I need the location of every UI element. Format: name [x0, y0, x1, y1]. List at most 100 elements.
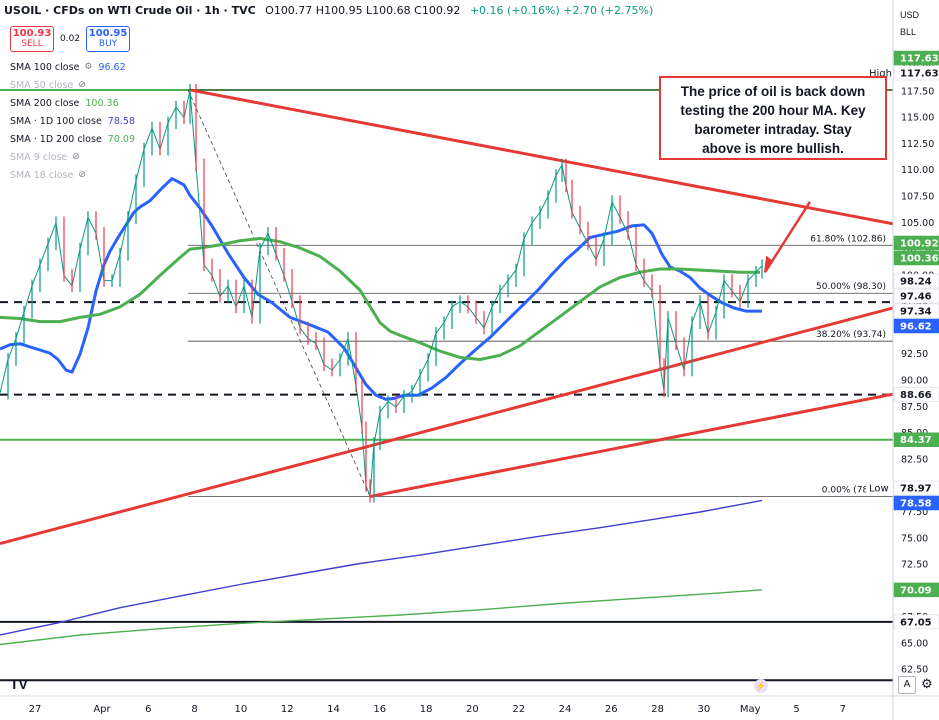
- price-tag: [893, 614, 939, 630]
- legend-value: 96.62: [98, 61, 126, 73]
- buy-label: BUY: [98, 39, 118, 49]
- x-tick-label: 30: [698, 704, 711, 715]
- legend-value: 70.09: [107, 133, 135, 145]
- price-tag: [893, 582, 939, 598]
- x-tick-label: 26: [605, 704, 618, 715]
- y-tick-label: 105.00: [901, 218, 934, 229]
- series-layer: [0, 83, 763, 646]
- lightning-icon[interactable]: ⚡: [754, 679, 768, 693]
- legend-row-sma9[interactable]: SMA 9 close ⊘: [10, 148, 135, 166]
- price-tag: [893, 250, 939, 266]
- hidden-eye-icon[interactable]: ⊘: [72, 152, 80, 162]
- callout-line: testing the 200 hour MA. Key: [680, 103, 866, 118]
- price-tag-label: 78.58: [900, 499, 932, 510]
- y-tick-label: 62.50: [901, 665, 928, 676]
- price-change: +0.16 (+0.16%) +2.70 (+2.75%): [469, 4, 654, 17]
- price-tag-label: 96.62: [900, 322, 932, 333]
- price-tag-marker: [866, 481, 893, 495]
- x-tick-label: 28: [651, 704, 664, 715]
- legend-value: 100.36: [85, 97, 119, 109]
- x-tick-label: 14: [327, 704, 340, 715]
- fib-label: 0.00% (78.97): [822, 486, 886, 496]
- indicator-legend: SMA 100 close ⚙ 96.62 SMA 50 close ⊘ SMA…: [10, 58, 135, 184]
- price-scale-labels: 117.63 117.63 High 100.92 100.36 98.24 97.46 97…: [866, 50, 939, 630]
- legend-label: SMA 50 close: [10, 79, 74, 91]
- price-tag-label: 100.36: [900, 254, 939, 265]
- arrow-head: [764, 255, 774, 273]
- price-tag: [893, 50, 939, 66]
- legend-row-sma200[interactable]: SMA 200 close 100.36: [10, 94, 135, 112]
- currency-code[interactable]: USD: [900, 10, 920, 20]
- y-tick-label: 65.00: [901, 638, 928, 649]
- y-tick-label: 82.50: [901, 454, 928, 465]
- buy-button[interactable]: 100.95 BUY: [86, 26, 131, 52]
- price-tag-label: 117.63: [900, 69, 939, 80]
- x-tick-label: 27: [29, 704, 42, 715]
- price-tag-label: 70.09: [900, 585, 932, 596]
- legend-value: 78.58: [107, 115, 135, 127]
- callout-line: above is more bullish.: [702, 141, 844, 156]
- price-tag: [893, 480, 939, 496]
- fib-diagonal: [187, 89, 371, 497]
- sma200-line: [0, 237, 760, 361]
- gear-icon[interactable]: ⚙: [921, 676, 933, 691]
- y-tick-label: 117.50: [901, 86, 934, 97]
- price-tag-marker-label: High: [869, 69, 892, 80]
- y-tick-label: 115.00: [901, 113, 934, 124]
- price-tag-marker-label: Low: [869, 484, 889, 495]
- price-tag-label: 117.63: [900, 54, 939, 65]
- symbol-title[interactable]: USOIL · CFDs on WTI Crude Oil · 1h · TVC: [4, 4, 256, 17]
- trade-panel: 100.93 SELL 0.02 100.95 BUY: [10, 26, 131, 52]
- y-tick-label: 112.50: [901, 139, 934, 150]
- legend-label: SMA 200 close: [10, 97, 80, 109]
- auto-scale-button[interactable]: A: [898, 676, 916, 694]
- x-tick-label: 16: [373, 704, 386, 715]
- price-tag: [893, 432, 939, 447]
- y-tick-label: 87.50: [901, 402, 928, 413]
- legend-row-sma50[interactable]: SMA 50 close ⊘: [10, 76, 135, 94]
- legend-row-1d100[interactable]: SMA · 1D 100 close 78.58: [10, 112, 135, 130]
- tradingview-logo[interactable]: TV: [10, 676, 28, 692]
- hidden-eye-icon[interactable]: ⊘: [78, 170, 86, 180]
- fib-label: 38.20% (93.74): [816, 330, 886, 340]
- annotation-callout: The price of oil is back down testing th…: [659, 76, 887, 160]
- y-tick-label: 75.00: [901, 533, 928, 544]
- currency-unit[interactable]: BLL: [900, 27, 917, 37]
- settings-icon[interactable]: ⚙: [84, 62, 93, 72]
- callout-line: The price of oil is back down: [680, 84, 866, 99]
- price-tag-label: 97.46: [900, 292, 932, 303]
- legend-label: SMA · 1D 100 close: [10, 115, 102, 127]
- price-tag-label: 84.37: [900, 435, 932, 446]
- chart-header: USOIL · CFDs on WTI Crude Oil · 1h · TVC…: [4, 4, 653, 17]
- price-tag: [893, 387, 939, 402]
- price-tag: [893, 273, 939, 289]
- legend-row-sma100[interactable]: SMA 100 close ⚙ 96.62: [10, 58, 135, 76]
- x-tick-label: May: [740, 704, 761, 715]
- trendlines: [0, 88, 894, 545]
- hidden-eye-icon[interactable]: ⊘: [78, 80, 86, 90]
- sell-price: 100.93: [12, 28, 52, 39]
- price-tag: [893, 495, 939, 511]
- x-tick-label: 6: [145, 704, 151, 715]
- legend-row-sma18[interactable]: SMA 18 close ⊘: [10, 166, 135, 184]
- trendline: [189, 88, 894, 226]
- fib-label: 61.80% (102.86): [810, 234, 886, 244]
- price-tag: [893, 318, 939, 334]
- price-tag: [893, 65, 939, 81]
- y-tick-label: 90.00: [901, 376, 928, 387]
- sell-button[interactable]: 100.93 SELL: [10, 26, 54, 52]
- y-tick-label: 107.50: [901, 191, 934, 202]
- daily-sma100-line: [0, 499, 763, 636]
- legend-label: SMA 18 close: [10, 169, 74, 181]
- trendline: [0, 306, 894, 545]
- y-tick-label: 72.50: [901, 560, 928, 571]
- x-tick-label: 5: [793, 704, 799, 715]
- trendline: [369, 392, 894, 498]
- price-tag: [893, 303, 939, 319]
- x-tick-label: Apr: [93, 704, 111, 715]
- legend-row-1d200[interactable]: SMA · 1D 200 close 70.09: [10, 130, 135, 148]
- price-tag: [893, 288, 939, 304]
- x-tick-label: 18: [420, 704, 433, 715]
